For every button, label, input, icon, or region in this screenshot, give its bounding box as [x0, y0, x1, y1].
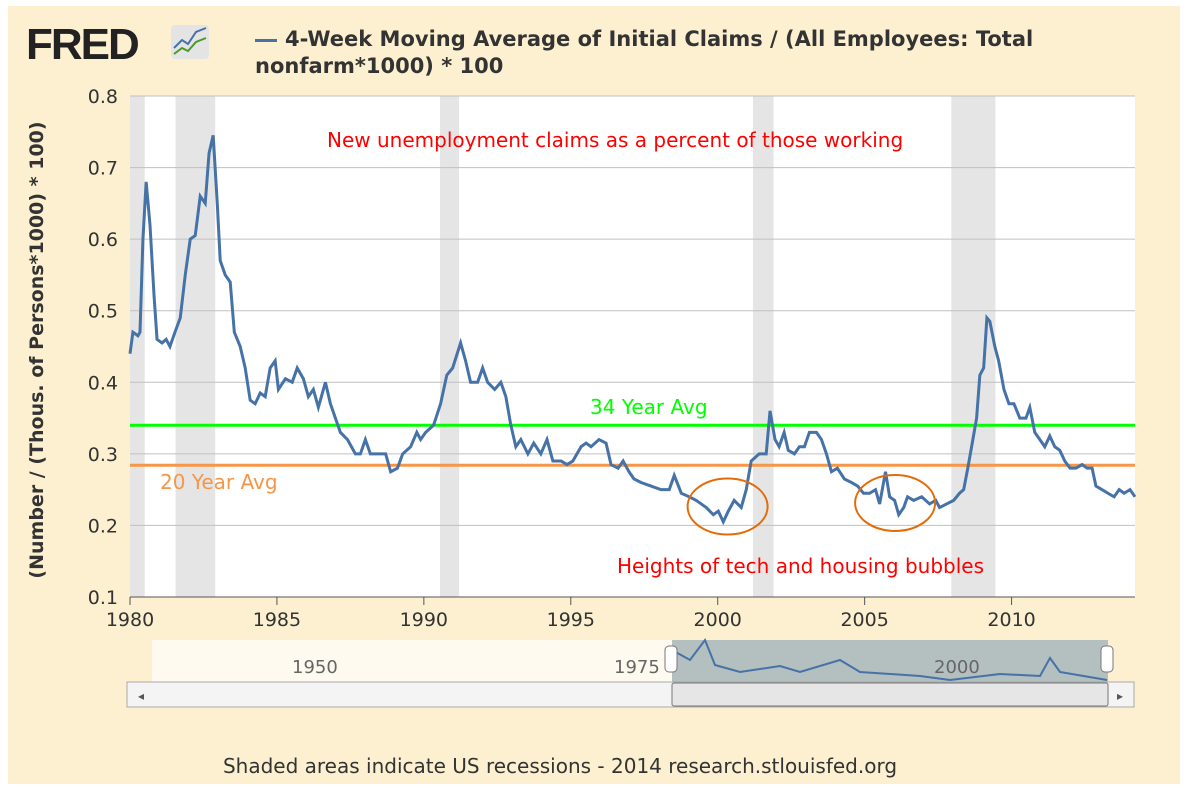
footer-note: Shaded areas indicate US recessions - 20…: [222, 754, 898, 778]
y-tick-label: 0.2: [88, 515, 118, 537]
reference-label-34yr: 34 Year Avg: [590, 395, 708, 419]
navigator-label: 1950: [292, 657, 338, 678]
x-tick-label: 2000: [694, 609, 742, 631]
y-tick-label: 0.7: [88, 158, 118, 180]
x-tick-label: 1990: [400, 609, 448, 631]
x-tick-label: 2010: [987, 609, 1035, 631]
recession-band: [130, 96, 145, 597]
navigator-handle-left[interactable]: [664, 645, 678, 673]
recession-band: [440, 96, 460, 597]
bubble-highlight: [854, 473, 937, 532]
y-tick-label: 0.3: [88, 444, 118, 466]
y-tick-label: 0.6: [88, 229, 118, 251]
chart-title: 4-Week Moving Average of Initial Claims …: [255, 26, 1155, 80]
recession-band: [175, 96, 216, 597]
x-tick-label: 1980: [106, 609, 154, 631]
navigator-unselected: [152, 640, 672, 682]
scroll-left-icon[interactable]: ◂: [138, 689, 144, 703]
navigator-label: 2000: [934, 657, 980, 678]
navigator-label: 1975: [614, 657, 660, 678]
chart-logo-icon: [171, 25, 209, 59]
fred-logo[interactable]: FRED: [26, 20, 140, 69]
y-tick-label: 0.4: [88, 372, 118, 394]
scrollbar-thumb[interactable]: [671, 682, 1109, 707]
navigator-handle-right[interactable]: [1100, 645, 1114, 673]
recession-band: [752, 96, 774, 597]
annotation-bubbles: Heights of tech and housing bubbles: [617, 554, 984, 578]
bubble-highlight: [686, 477, 769, 536]
y-tick-label: 0.1: [88, 587, 118, 609]
legend-line-icon: [255, 38, 277, 42]
x-tick-label: 2005: [840, 609, 888, 631]
y-tick-label: 0.5: [88, 301, 118, 323]
recession-band: [951, 96, 996, 597]
navigator-selected: [672, 640, 1108, 682]
scroll-right-icon[interactable]: ▸: [1117, 689, 1123, 703]
reference-label-20yr: 20 Year Avg: [160, 470, 278, 494]
y-tick-label: 0.8: [88, 86, 118, 108]
annotation-title: New unemployment claims as a percent of …: [327, 128, 903, 152]
x-tick-label: 1985: [253, 609, 301, 631]
x-tick-label: 1995: [547, 609, 595, 631]
legend-label[interactable]: 4-Week Moving Average of Initial Claims …: [255, 27, 1034, 78]
navigator-series: [671, 637, 1108, 682]
